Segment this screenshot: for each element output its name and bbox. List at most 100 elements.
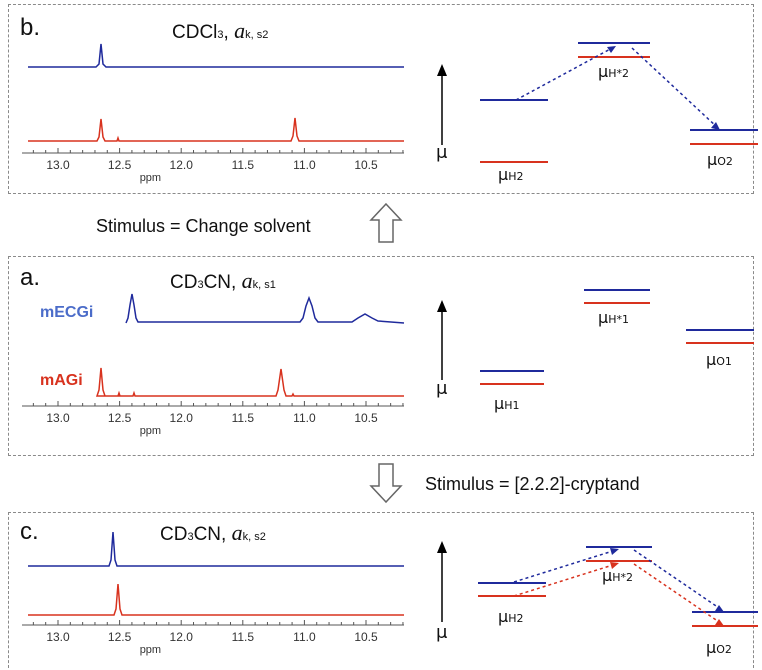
- axis-unit-label: ppm: [140, 425, 161, 437]
- axis-tick-label: 12.5: [108, 630, 132, 644]
- panel-a-letter: a.: [20, 264, 41, 291]
- panel-a-hstar-mu: μ: [598, 308, 609, 327]
- panel-b-solvent: CDCl: [172, 22, 218, 43]
- panel-b-comma: ,: [223, 22, 235, 43]
- axis-tick-label: 11.0: [293, 411, 316, 425]
- axis-tick-label: 11.5: [232, 411, 255, 425]
- axis-tick-label: 12.0: [170, 158, 194, 172]
- compound-magi-label: mAGi: [40, 372, 83, 389]
- panel-b-mu-label: μ: [436, 142, 448, 163]
- axis-unit-label: ppm: [140, 172, 161, 184]
- panel-b-blue-spectrum: [28, 43, 404, 68]
- panel-c-h-mu: μ: [498, 607, 509, 626]
- panel-b-h-sub: H2: [508, 170, 524, 183]
- panel-b-letter: b.: [20, 14, 41, 41]
- panel-c: [8, 512, 754, 668]
- panel-b-hstar-level-label: μH*2: [598, 62, 629, 81]
- panel-c-activity-sub: k, s2: [242, 531, 266, 543]
- stimulus-down-arrow-icon: [369, 463, 403, 504]
- panel-c-red-dotted-arrow-up: [513, 563, 617, 597]
- panel-b-o-sub: O2: [717, 155, 733, 168]
- axis-tick-label: 13.0: [46, 630, 70, 644]
- axis-tick-label: 13.0: [46, 411, 70, 425]
- panel-a-spectra: 13.0 12.5 12.0 11.5 11.0 10.5 ppm: [22, 293, 405, 437]
- panel-c-blue-dotted-arrow-up: [513, 549, 617, 583]
- panel-c-mu-arrowhead: [437, 541, 447, 553]
- panel-b-dotted-arrow-up: [515, 46, 615, 101]
- panel-c-energy-diagram: [437, 541, 758, 627]
- panel-a-activity-sub: k, s1: [252, 279, 276, 291]
- panel-a-energy-diagram: [437, 289, 754, 385]
- panel-c-spectra: 13.0 12.5 12.0 11.5 11.0 10.5 ppm: [22, 531, 404, 656]
- axis-tick-label: 11.5: [232, 630, 255, 644]
- axis-tick-label: 12.5: [108, 158, 132, 172]
- panel-c-solvent-sub: 3: [187, 531, 194, 543]
- panel-b-hstar-mu: μ: [598, 62, 609, 81]
- panel-c-h-level-label: μH2: [498, 607, 523, 626]
- panel-b-arrowhead-up: [607, 46, 616, 53]
- panel-a-mu-label: μ: [436, 378, 448, 399]
- panel-b-solvent-sub: 3: [217, 29, 224, 41]
- panel-c-red-arrowhead-up: [610, 562, 619, 569]
- panel-b-axis-ticks: [32, 148, 404, 153]
- panel-b-o-mu: μ: [707, 150, 718, 169]
- panel-c-activity-symbol: a: [231, 520, 243, 545]
- axis-tick-label: 11.5: [232, 158, 255, 172]
- panel-a-h-sub: H1: [504, 399, 520, 412]
- panel-b-h-mu: μ: [498, 165, 509, 184]
- panel-a-blue-spectrum: [125, 293, 405, 324]
- panel-a-mu-arrowhead: [437, 300, 447, 312]
- panel-c-solvent-tail: CN,: [193, 524, 232, 545]
- panel-a-h-mu: μ: [494, 394, 505, 413]
- axis-tick-label: 11.0: [293, 630, 316, 644]
- axis-unit-label: ppm: [140, 644, 161, 656]
- panel-a-activity-symbol: a: [241, 268, 253, 293]
- panel-b-activity-sub: k, s2: [245, 29, 269, 41]
- panel-a-red-spectrum: [95, 367, 404, 397]
- panel-b-h-level-label: μH2: [498, 165, 523, 184]
- panel-a-solvent: CD: [170, 272, 198, 293]
- axis-tick-label: 10.5: [354, 158, 378, 172]
- panel-c-blue-dotted-arrow-down: [633, 549, 723, 611]
- axis-tick-label: 13.0: [46, 158, 70, 172]
- axis-tick-label: 12.5: [108, 411, 132, 425]
- panel-a-h-level-label: μH1: [494, 394, 519, 413]
- axis-tick-label: 10.5: [354, 630, 378, 644]
- panel-c-solvent: CD: [160, 524, 188, 545]
- panel-c-axis-labels: 13.0 12.5 12.0 11.5 11.0 10.5 ppm: [46, 630, 378, 656]
- panel-c-blue-arrowhead-up: [610, 548, 619, 555]
- panel-c-h-sub: H2: [508, 612, 524, 625]
- axis-tick-label: 11.0: [293, 158, 316, 172]
- panel-a-title: CD3CN, ak, s1: [170, 268, 276, 294]
- panel-c-red-spectrum: [28, 583, 404, 616]
- panel-a-solvent-sub: 3: [197, 279, 204, 291]
- panel-b-energy-diagram: [437, 42, 758, 163]
- stimulus-up-arrow-icon: [369, 202, 403, 243]
- axis-tick-label: 10.5: [354, 411, 378, 425]
- panel-b-hstar-sub: H*2: [608, 67, 629, 80]
- panel-c-blue-spectrum: [28, 531, 404, 567]
- panel-c-hstar-mu: μ: [602, 566, 613, 585]
- panel-b-dotted-arrow-down: [631, 47, 719, 129]
- panel-c-o-level-label: μO2: [706, 638, 732, 657]
- panel-a-axis-ticks: [32, 401, 404, 406]
- panel-a-o-mu: μ: [706, 350, 717, 369]
- panel-b-axis-labels: 13.0 12.5 12.0 11.5 11.0 10.5 ppm: [46, 158, 378, 184]
- stimulus-cryptand: Stimulus = [2.2.2]-cryptand: [425, 474, 640, 494]
- panel-c-o-sub: O2: [716, 643, 732, 656]
- panel-a: [8, 256, 754, 456]
- panel-a-axis-labels: 13.0 12.5 12.0 11.5 11.0 10.5 ppm: [46, 411, 378, 437]
- panel-a-hstar-level-label: μH*1: [598, 308, 629, 327]
- panel-c-axis-ticks: [32, 620, 404, 625]
- axis-tick-label: 12.0: [170, 630, 194, 644]
- panel-b: [8, 4, 754, 194]
- panel-c-letter: c.: [20, 518, 39, 545]
- panel-c-o-mu: μ: [706, 638, 717, 657]
- panel-a-hstar-sub: H*1: [608, 313, 629, 326]
- panel-c-red-arrowhead-down: [715, 619, 724, 626]
- panel-c-mu-label: μ: [436, 622, 448, 643]
- panel-b-red-spectrum: [28, 117, 404, 142]
- compound-mecgi-label: mECGi: [40, 304, 94, 321]
- panel-a-o-level-label: μO1: [706, 350, 732, 369]
- panel-a-o-sub: O1: [716, 355, 732, 368]
